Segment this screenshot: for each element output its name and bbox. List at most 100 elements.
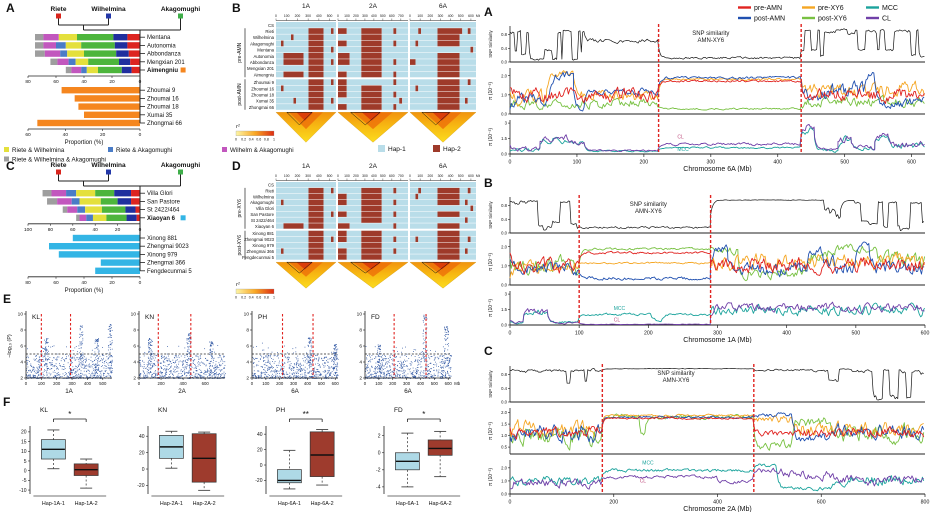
y-tick: 2 bbox=[133, 376, 136, 382]
x-tick: 0 bbox=[251, 381, 254, 386]
parent-marker bbox=[106, 13, 111, 19]
x-tick: 0 bbox=[138, 381, 141, 386]
legend-label: Riete & Wilhelmina & Akagomughi bbox=[12, 157, 106, 164]
haplotype-cell bbox=[393, 59, 397, 65]
panel-a-pedigree-admixture: Riete Wilhelmina Akagomughi Mentana Autonomi… bbox=[0, 0, 228, 152]
y-axis-title: π (10⁻³) bbox=[488, 468, 494, 486]
haplotype-cell bbox=[346, 85, 362, 92]
parent-name: Riete bbox=[51, 162, 67, 169]
axis-tick: 100 bbox=[284, 14, 290, 18]
panel-b-haplotype-heatmap: 1A 0 100 200 300 400 500 2A 0 100 200 300 400 500 600 7… bbox=[228, 0, 481, 162]
haplotype-cell bbox=[459, 193, 476, 200]
variety-name: Xumai 35 bbox=[147, 113, 173, 119]
panel-right-a-chr6a: 0.0 0.4 0.8 SNP Similarity SNP similarity AMN… bbox=[480, 0, 931, 173]
haplotype-cell bbox=[410, 65, 438, 72]
y-tick: 0.0 bbox=[501, 492, 507, 497]
y-tick: 10 bbox=[21, 449, 27, 455]
colorbar-tick: 0.8 bbox=[264, 296, 269, 300]
axis-tick: 500 bbox=[380, 174, 386, 178]
haplotype-label: Hap-1A-2 bbox=[75, 501, 98, 507]
haplotype-cell bbox=[361, 71, 382, 78]
ld-block-outline bbox=[421, 112, 451, 126]
admixture-segment bbox=[60, 50, 68, 57]
haplotype-cell bbox=[361, 46, 382, 53]
ld-inner bbox=[424, 112, 462, 130]
x-tick: 100 bbox=[375, 381, 383, 386]
axis-tick: 20 bbox=[100, 132, 106, 138]
haplotype-cell bbox=[459, 242, 476, 248]
y-tick: 0.4 bbox=[501, 386, 507, 391]
haplotype-cell bbox=[361, 230, 382, 237]
haplotype-cell bbox=[338, 97, 362, 104]
axis-tick: 0 bbox=[275, 174, 277, 178]
haplotype-cell bbox=[381, 193, 408, 200]
variety-name: Mentana bbox=[147, 35, 171, 41]
haplotype-cell bbox=[473, 205, 476, 211]
haplotype-cell bbox=[276, 85, 281, 92]
admixture-segment bbox=[100, 198, 118, 205]
haplotype-cell bbox=[459, 91, 476, 98]
haplotype-cell bbox=[437, 211, 460, 217]
haplotype-cell bbox=[418, 187, 421, 194]
haplotype-cell bbox=[361, 236, 382, 242]
y-tick: 40 bbox=[139, 434, 145, 440]
haplotype-cell bbox=[283, 59, 304, 65]
admixture-segment bbox=[43, 34, 59, 41]
haplotype-cell bbox=[459, 104, 476, 110]
x-tick: 400 bbox=[713, 500, 722, 506]
haplotype-cell bbox=[396, 211, 408, 217]
y-axis-title: π (10⁻³) bbox=[488, 82, 494, 100]
haplotype-cell bbox=[459, 248, 465, 254]
proportion-bar bbox=[72, 234, 140, 242]
hap-legend-label: Hap-1 bbox=[388, 146, 406, 153]
axis-tick: 300 bbox=[305, 174, 311, 178]
haplotype-cell bbox=[346, 193, 362, 200]
haplotype-cell bbox=[338, 199, 347, 206]
hap-legend-swatch bbox=[378, 145, 385, 152]
y-tick: 20 bbox=[139, 450, 145, 456]
x-tick: 0 bbox=[509, 500, 512, 506]
haplotype-cell bbox=[281, 40, 284, 47]
axis-tick: 60 bbox=[25, 132, 31, 138]
variety-name: San Pastore bbox=[147, 199, 181, 205]
variety-name: Mengxian 201 bbox=[147, 60, 185, 66]
admixture-segment bbox=[35, 50, 45, 57]
haplotype-cell bbox=[308, 34, 324, 41]
y-tick: 0.4 bbox=[501, 46, 507, 51]
y-tick: -10 bbox=[19, 488, 26, 494]
haplotype-cell bbox=[323, 236, 331, 242]
admixture-segment bbox=[71, 66, 82, 74]
variety-name: Zhoumai 18 bbox=[147, 105, 179, 111]
y-tick: 6 bbox=[133, 344, 136, 350]
admixture-segment bbox=[67, 206, 78, 213]
haplotype-cell bbox=[308, 187, 324, 194]
row-label: Xinong 979 bbox=[252, 243, 274, 248]
haplotype-cell bbox=[308, 236, 324, 242]
admixture-segment bbox=[76, 190, 96, 197]
row-label: Aimengniu bbox=[254, 72, 275, 77]
haplotype-label: Hap-2A-1 bbox=[160, 501, 183, 507]
haplotype-cell bbox=[459, 223, 476, 229]
haplotype-cell bbox=[283, 248, 309, 254]
legend-label: post-XY6 bbox=[818, 16, 847, 23]
haplotype-cell bbox=[338, 182, 408, 188]
haplotype-cell bbox=[323, 65, 336, 72]
x-tick: 200 bbox=[157, 381, 165, 386]
haplotype-cell bbox=[283, 71, 304, 78]
haplotype-cell bbox=[338, 223, 350, 229]
haplotype-cell bbox=[410, 28, 419, 34]
haplotype-cell bbox=[338, 187, 362, 194]
admixture-segment bbox=[84, 50, 117, 57]
haplotype-cell bbox=[415, 85, 419, 92]
panel-right-b-chr1a: 0.0 0.4 0.8 SNP Similarity SNP similarity AMN… bbox=[480, 171, 931, 344]
haplotype-cell bbox=[276, 248, 281, 254]
haplotype-cell bbox=[308, 242, 324, 248]
group-label: pre-AMN bbox=[237, 42, 243, 62]
haplotype-cell bbox=[338, 22, 408, 28]
annotation: AMN-XY6 bbox=[635, 209, 662, 215]
y-tick: 10 bbox=[357, 312, 363, 318]
haplotype-cell bbox=[276, 104, 309, 110]
haplotype-cell bbox=[308, 205, 324, 211]
haplotype-cell bbox=[410, 236, 416, 242]
axis-tick: 20 bbox=[115, 227, 121, 233]
